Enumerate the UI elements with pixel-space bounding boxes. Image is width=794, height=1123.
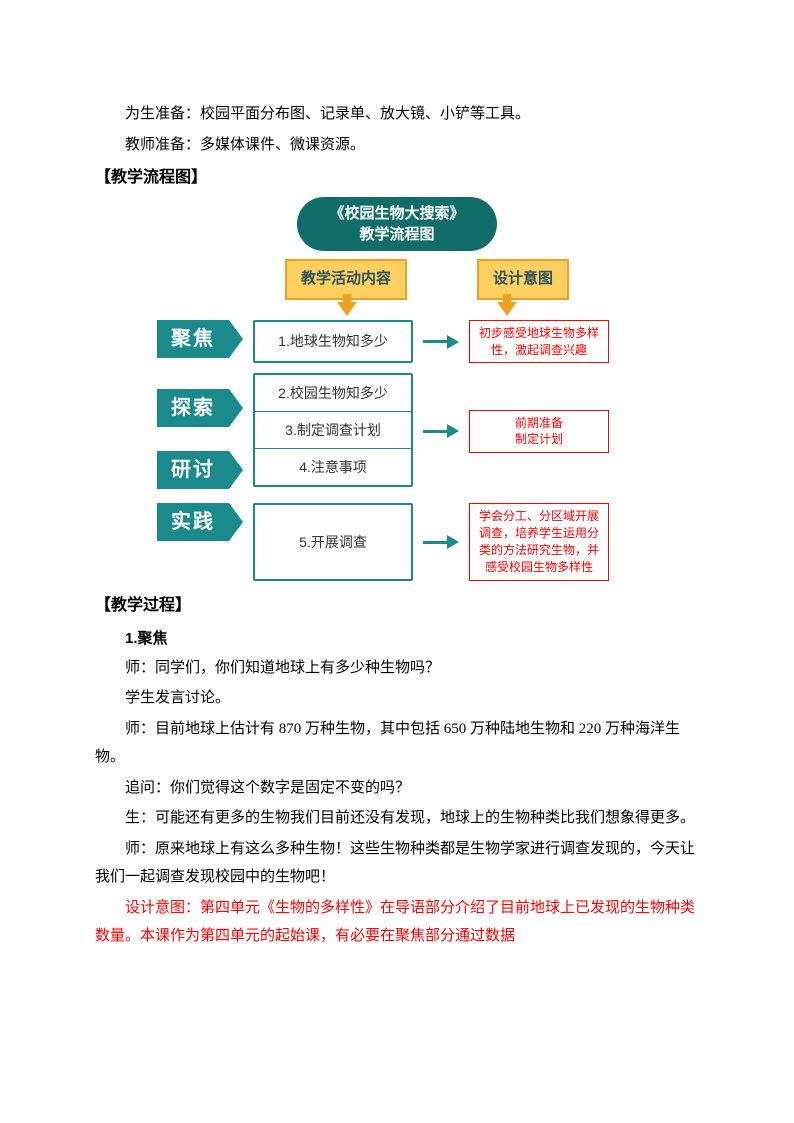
flowchart-title-line2: 教学流程图 [307, 224, 487, 245]
flow-section-heading: 【教学流程图】 [95, 163, 699, 193]
process-p6: 师：原来地球上有这么多种生物！这些生物种类都是生物学家进行调查发现的，今天让我们… [95, 835, 699, 892]
flowchart-title: 《校园生物大搜索》 教学流程图 [297, 197, 497, 251]
process-p7-design-intent: 设计意图：第四单元《生物的多样性》在导语部分介绍了目前地球上已发现的生物种类数量… [95, 894, 699, 951]
process-section-heading: 【教学过程】 [95, 591, 699, 621]
activities-practice: 5.开展调查 [253, 503, 413, 580]
intent-explore: 前期准备 制定计划 [469, 410, 609, 454]
activity-item: 3.制定调查计划 [255, 412, 411, 449]
phase-practice: 实践 [157, 503, 229, 541]
process-p5: 生：可能还有更多的生物我们目前还没有发现，地球上的生物种类比我们想象得更多。 [95, 804, 699, 833]
phase-explore: 探索 [157, 389, 229, 427]
flowchart-arrows-down [217, 302, 637, 316]
activities-focus: 1.地球生物知多少 [253, 320, 413, 364]
activity-item: 5.开展调查 [255, 505, 411, 578]
student-prep: 为生准备：校园平面分布图、记录单、放大镜、小铲等工具。 [95, 100, 699, 129]
flow-row-focus: 聚焦 1.地球生物知多少 初步感受地球生物多样性，激起调查兴趣 [157, 320, 637, 364]
flowchart: 《校园生物大搜索》 教学流程图 教学活动内容 设计意图 聚焦 1.地球生物知多少… [157, 197, 637, 580]
focus-subheading: 1.聚焦 [95, 625, 699, 654]
process-p3: 师：目前地球上估计有 870 万种生物，其中包括 650 万种陆地生物和 220… [95, 715, 699, 772]
process-p1: 师：同学们，你们知道地球上有多少种生物吗？ [95, 654, 699, 683]
activity-item: 4.注意事项 [255, 449, 411, 485]
arrow-right-icon [423, 335, 459, 349]
flow-row-practice: 实践 5.开展调查 学会分工、分区域开展调查，培养学生运用分类的方法研究生物，并… [157, 503, 637, 580]
phase-discuss: 研讨 [157, 451, 229, 489]
arrow-down-icon [337, 302, 357, 316]
teacher-prep: 教师准备：多媒体课件、微课资源。 [95, 131, 699, 160]
flowchart-headers: 教学活动内容 设计意图 [217, 259, 637, 300]
arrow-right-icon [423, 535, 459, 549]
activities-explore: 2.校园生物知多少 3.制定调查计划 4.注意事项 [253, 373, 413, 487]
process-p4: 追问：你们觉得这个数字是固定不变的吗？ [95, 774, 699, 803]
arrow-down-icon [497, 302, 517, 316]
header-intent: 设计意图 [477, 259, 569, 300]
phase-focus: 聚焦 [157, 320, 229, 358]
activity-item: 1.地球生物知多少 [255, 322, 411, 362]
activity-item: 2.校园生物知多少 [255, 375, 411, 412]
process-p2: 学生发言讨论。 [95, 684, 699, 713]
flowchart-title-line1: 《校园生物大搜索》 [307, 203, 487, 224]
flow-row-explore: 探索 研讨 2.校园生物知多少 3.制定调查计划 4.注意事项 前期准备 制定计… [157, 373, 637, 489]
arrow-right-icon [423, 424, 459, 438]
intent-practice: 学会分工、分区域开展调查，培养学生运用分类的方法研究生物，并感受校园生物多样性 [469, 503, 609, 580]
intent-focus: 初步感受地球生物多样性，激起调查兴趣 [469, 320, 609, 364]
